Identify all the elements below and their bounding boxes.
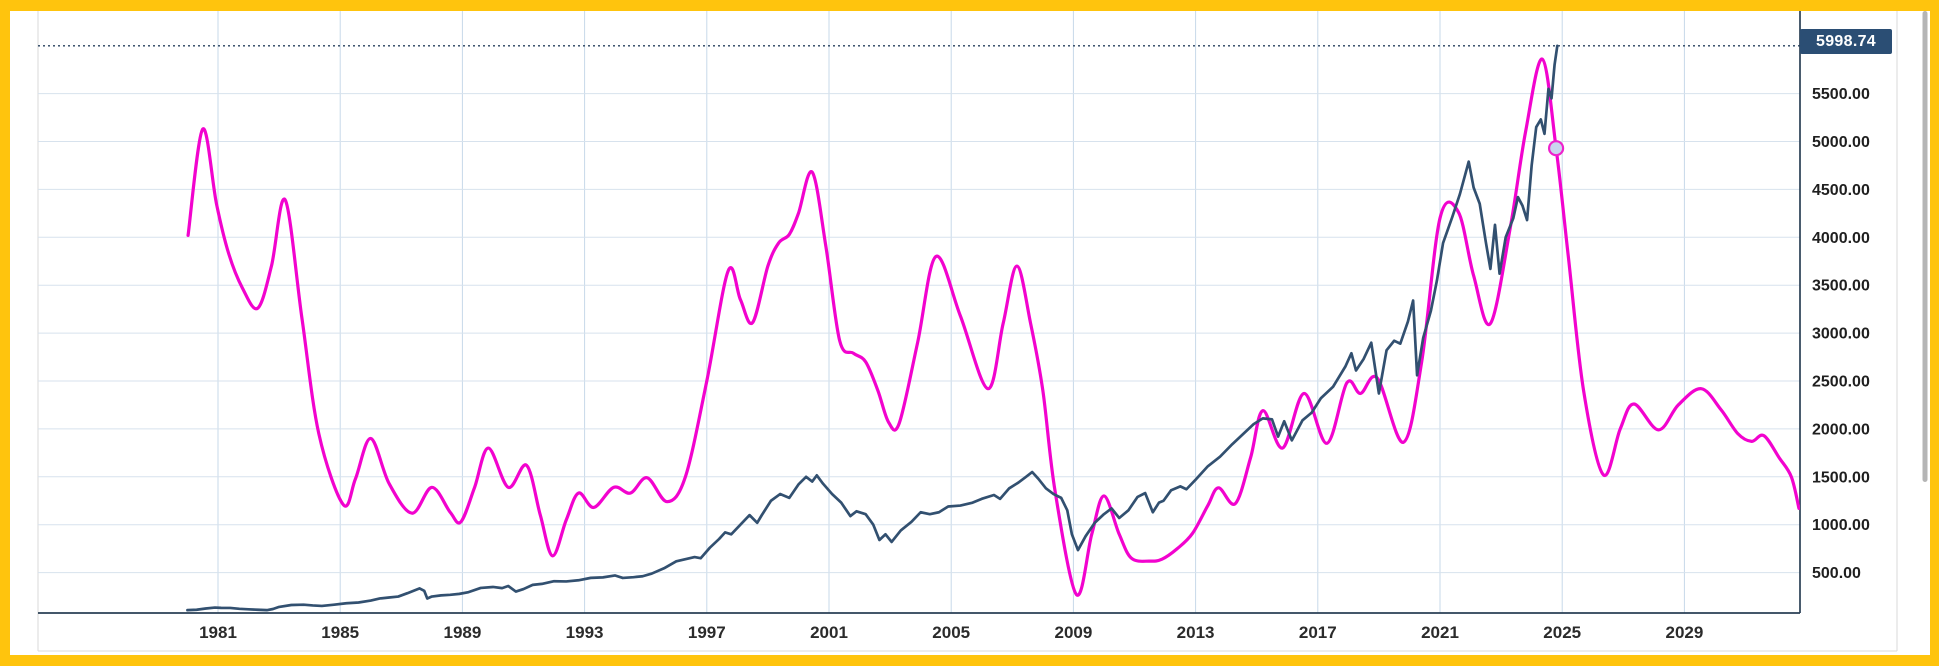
scrollbar-thumb[interactable] [1922,11,1928,482]
price-scale-label: 5000.00 [1812,134,1870,151]
time-axis-label: 2021 [1421,623,1459,642]
time-axis-label: 2005 [932,623,970,642]
series-layer [186,44,1800,612]
time-axis-label: 2029 [1665,623,1703,642]
price-scale-label: 4500.00 [1812,182,1870,199]
price-scale-label: 1500.00 [1812,469,1870,486]
time-axis-label: 1997 [688,623,726,642]
time-axis-label: 2013 [1177,623,1215,642]
price-scale-label: 2000.00 [1812,421,1870,438]
price-scale-label: 3500.00 [1812,278,1870,295]
time-axis[interactable]: 1981 1985 1989 1993 1997 2001 2005 2009 2013 2017… [199,623,1703,642]
horizontal-gridlines [38,93,1800,574]
price-scale[interactable]: 5500.00 5000.00 4500.00 4000.00 3500.00 3000.… [1812,86,1870,582]
cycle-line-point-marker[interactable] [1547,140,1565,157]
time-axis-label: 1993 [566,623,604,642]
price-scale-label: 3000.00 [1812,326,1870,343]
time-axis-label: 1985 [321,623,359,642]
plot-borders [38,11,1801,614]
price-scale-label: 1000.00 [1812,517,1870,534]
time-axis-label: 1989 [443,623,481,642]
time-axis-label: 2025 [1543,623,1581,642]
time-axis-label: 2001 [810,623,848,642]
price-scale-label: 5500.00 [1812,86,1870,103]
time-axis-label: 2017 [1299,623,1337,642]
price-scale-label: 4000.00 [1812,230,1870,247]
time-axis-label: 1981 [199,623,237,642]
cycle-projection-line[interactable] [186,57,1800,597]
last-price-badge: 5998.74 [1800,29,1892,54]
time-axis-label: 2009 [1054,623,1092,642]
price-scale-label: 500.00 [1812,565,1861,582]
boundary-lines [37,11,1898,652]
price-series-line[interactable] [186,44,1559,612]
vertical-gridlines [217,11,1685,613]
price-scale-label: 2500.00 [1812,374,1870,391]
